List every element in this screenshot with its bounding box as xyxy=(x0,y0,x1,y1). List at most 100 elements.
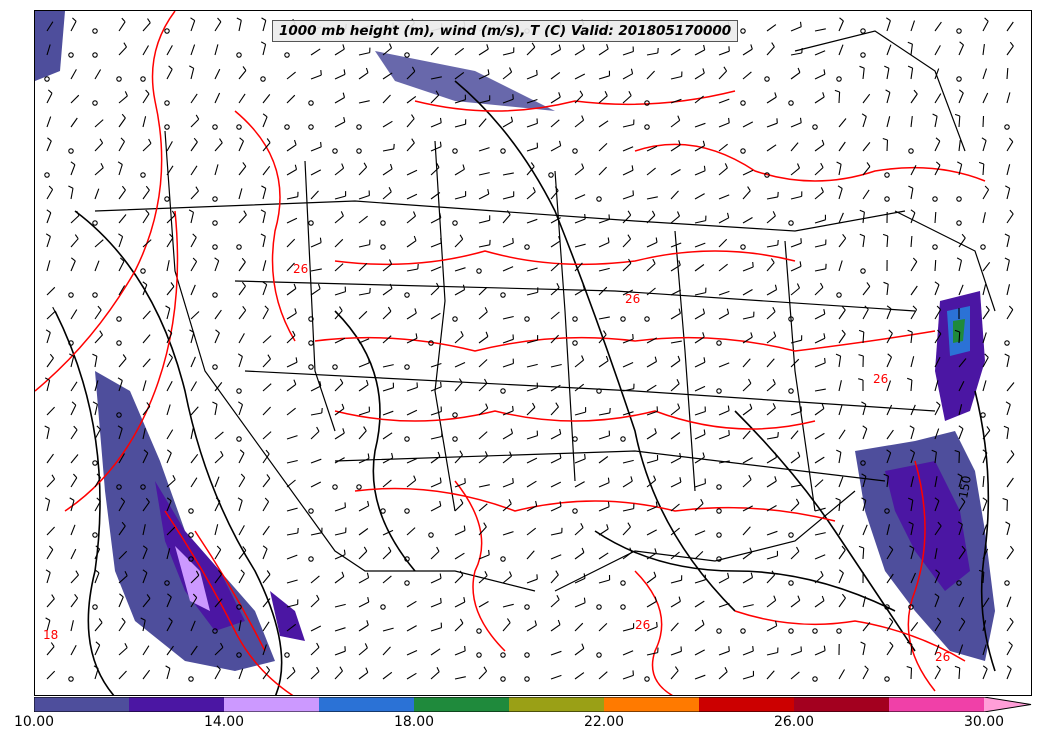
calm-wind-circle xyxy=(92,532,98,538)
wind-barb-shaft xyxy=(430,46,439,56)
wind-barb-shaft xyxy=(382,364,394,368)
wind-barb-flag xyxy=(653,571,657,577)
wind-barb-shaft xyxy=(718,238,728,248)
wind-barb-flag xyxy=(676,378,680,384)
wind-barb-flag xyxy=(142,545,148,550)
wind-barb-flag xyxy=(241,257,246,263)
wind-barb-flag xyxy=(391,452,394,458)
wind-barb-flag xyxy=(1008,641,1013,646)
wind-barb-shaft xyxy=(358,384,369,392)
wind-barb-flag xyxy=(913,89,918,95)
wind-barb-shaft xyxy=(550,674,562,680)
wind-barb-shaft xyxy=(334,432,345,440)
wind-barb-shaft xyxy=(430,192,441,200)
wind-barb-flag xyxy=(440,597,442,603)
wind-barb-shaft xyxy=(766,289,777,296)
wind-barb-shaft xyxy=(406,386,418,392)
wind-barb-flag xyxy=(319,380,322,387)
wind-barb-shaft xyxy=(142,620,146,632)
wind-barb-flag xyxy=(957,161,962,165)
wind-barb-flag xyxy=(435,90,440,96)
wind-barb-flag xyxy=(316,594,320,600)
wind-barb-shaft xyxy=(70,117,78,128)
wind-barb-shaft xyxy=(358,215,368,224)
wind-barb-shaft xyxy=(190,620,196,632)
wind-barb-flag xyxy=(484,307,488,313)
wind-barb-shaft xyxy=(46,406,55,416)
wind-barb-shaft xyxy=(670,670,679,680)
calm-wind-circle xyxy=(212,628,218,634)
wind-barb-flag xyxy=(821,595,825,601)
calm-wind-circle xyxy=(92,460,98,466)
wind-barb-flag xyxy=(579,90,584,96)
wind-barb-shaft xyxy=(310,169,322,176)
wind-barb-flag xyxy=(858,354,864,357)
wind-barb-shaft xyxy=(550,599,560,608)
wind-barb-flag xyxy=(262,545,268,550)
wind-barb-shaft xyxy=(838,669,845,680)
wind-barb-flag xyxy=(123,42,127,48)
wind-barb-flag xyxy=(1010,450,1015,455)
wind-barb-shaft xyxy=(982,548,989,560)
wind-barb-shaft xyxy=(454,601,466,608)
wind-barb-flag xyxy=(71,401,77,406)
wind-barb-flag xyxy=(214,257,220,262)
wind-barb-flag xyxy=(674,666,679,672)
wind-barb-flag xyxy=(835,353,841,357)
calm-wind-circle xyxy=(524,676,530,682)
wind-barb-shaft xyxy=(574,218,586,224)
wind-barb-flag xyxy=(836,449,842,453)
wind-barb-shaft xyxy=(910,164,917,176)
wind-barb-shaft xyxy=(382,72,393,80)
calm-wind-circle xyxy=(212,244,218,250)
wind-barb-shaft xyxy=(814,388,826,392)
temperature-contours xyxy=(35,11,986,695)
calm-wind-circle xyxy=(68,52,74,58)
wind-barb-shaft xyxy=(502,266,514,272)
wind-barb-shaft xyxy=(550,190,559,200)
wind-barb-flag xyxy=(237,401,243,406)
calm-wind-circle xyxy=(476,268,482,274)
wind-barb-shaft xyxy=(334,670,343,680)
wind-barb-shaft xyxy=(238,166,247,176)
shading-baja xyxy=(155,481,245,631)
wind-barb-flag xyxy=(678,308,681,314)
wind-barb-shaft xyxy=(286,671,296,680)
wind-barb-flag xyxy=(985,305,990,311)
wind-barb-flag xyxy=(240,473,246,478)
wind-barb-flag xyxy=(195,570,200,576)
wind-barb-shaft xyxy=(742,408,753,416)
wind-barb-shaft xyxy=(142,22,151,32)
wind-barb-shaft xyxy=(70,620,74,632)
wind-barb-shaft xyxy=(718,263,728,272)
wind-barb-shaft xyxy=(262,598,271,608)
wind-barb-flag xyxy=(559,428,562,435)
wind-barb-shaft xyxy=(334,263,344,272)
wind-barb-flag xyxy=(464,478,466,484)
wind-barb-shaft xyxy=(862,622,871,632)
wind-barb-flag xyxy=(724,666,728,672)
wind-barb-flag xyxy=(679,477,682,483)
wind-barb-flag xyxy=(170,282,175,287)
wind-barb-shaft xyxy=(70,574,79,584)
wind-barb-shaft xyxy=(766,574,775,584)
wind-barb-shaft xyxy=(622,238,631,248)
wind-barb-shaft xyxy=(550,49,561,56)
wind-barb-flag xyxy=(169,233,174,239)
wind-barb-shaft xyxy=(430,167,440,176)
calm-wind-circle xyxy=(380,220,386,226)
wind-barb-shaft xyxy=(118,141,125,152)
wind-barb-flag xyxy=(168,65,173,70)
wind-barb-shaft xyxy=(1006,477,1014,488)
calm-wind-circle xyxy=(308,220,314,226)
calm-wind-circle xyxy=(908,604,914,610)
wind-barb-shaft xyxy=(70,260,76,272)
wind-barb-shaft xyxy=(286,603,298,608)
wind-barb-shaft xyxy=(502,338,514,344)
calm-wind-circle xyxy=(356,124,362,130)
wind-barb-shaft xyxy=(646,479,656,488)
wind-barb-shaft xyxy=(622,123,634,128)
wind-barb-flag xyxy=(909,545,915,549)
wind-barb-shaft xyxy=(262,236,266,248)
wind-barb-flag xyxy=(92,401,98,405)
